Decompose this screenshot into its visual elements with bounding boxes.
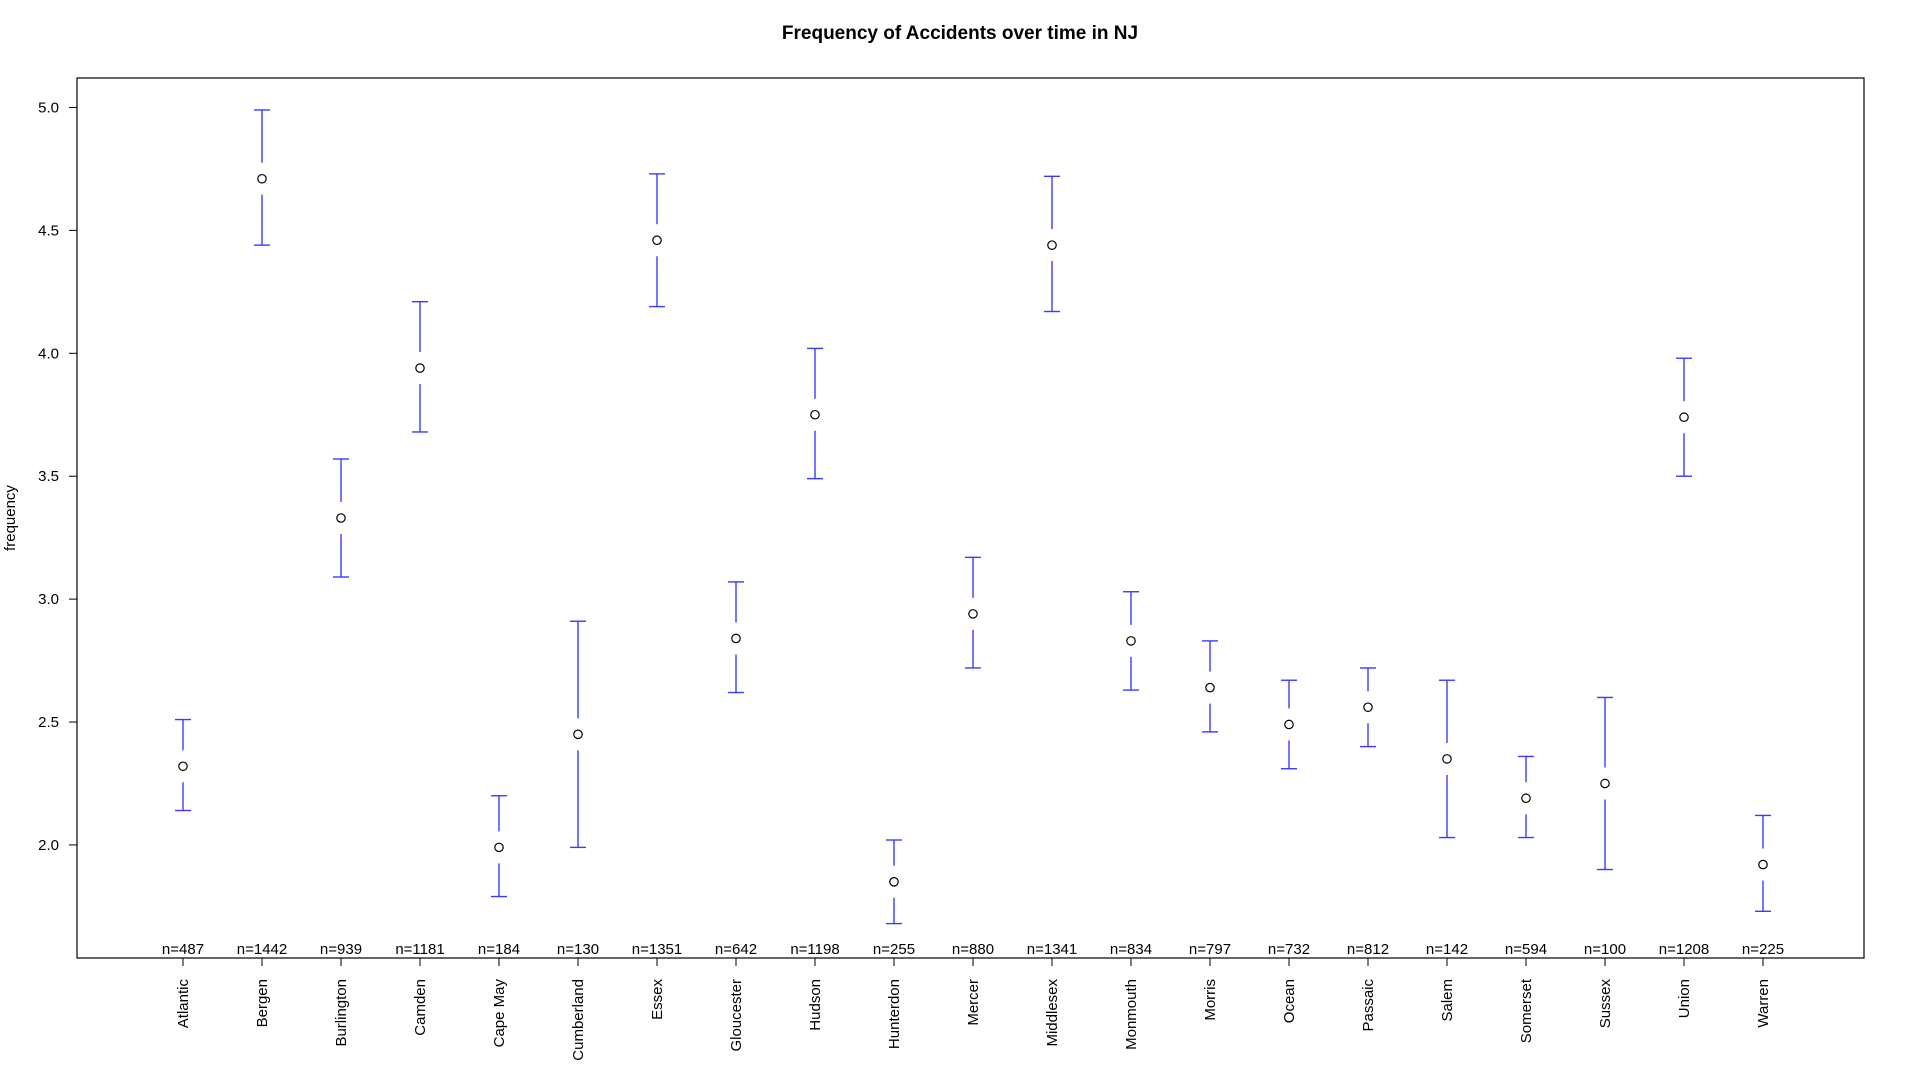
x-tick-label: Union [1676,979,1693,1018]
mean-point [257,173,267,184]
mean-point [1521,793,1531,804]
mean-point [889,876,899,887]
x-tick-label: Warren [1755,979,1772,1028]
x-tick-label: Mercer [965,979,982,1026]
y-axis: 5.0 4.5 4.0 3.5 3.0 2.5 2.0 [38,99,77,854]
y-tick-label: 5.0 [38,99,59,116]
x-tick-label: Hunterdon [886,979,903,1049]
x-tick-label: Monmouth [1123,979,1140,1050]
y-tick-label: 3.5 [38,468,59,485]
error-bars [175,109,1771,925]
y-tick-label: 4.5 [38,222,59,239]
x-tick-label: Passaic [1360,979,1377,1032]
sample-size-label: n=225 [1742,941,1784,958]
sample-size-label: n=100 [1584,941,1626,958]
mean-point [1284,719,1294,730]
x-tick-label: Ocean [1281,979,1298,1023]
sample-size-label: n=130 [557,941,599,958]
mean-point [1679,412,1689,423]
y-tick-label: 2.0 [38,837,59,854]
y-tick-label: 4.0 [38,345,59,362]
sample-size-label: n=255 [873,941,915,958]
x-tick-label: Camden [412,979,429,1036]
mean-point [178,761,188,772]
mean-point [1758,859,1768,870]
sample-size-labels: n=487 n=1442 n=939 n=1181 n=184 n=130 n=1351 n=… [162,941,1784,958]
sample-size-label: n=1181 [395,941,444,958]
mean-point [494,842,504,853]
chart-title: Frequency of Accidents over time in NJ [782,23,1138,44]
x-tick-label: Burlington [333,979,350,1047]
x-tick-label: Somerset [1518,978,1535,1043]
sample-size-label: n=594 [1505,941,1547,958]
x-tick-label: Cumberland [570,979,587,1061]
mean-point [415,363,425,373]
sample-size-label: n=1442 [237,941,287,958]
y-tick-label: 2.5 [38,714,59,731]
x-axis: Atlantic Bergen Burlington Camden Cape May Cu… [175,957,1772,1061]
sample-size-label: n=1198 [790,941,839,958]
sample-size-label: n=487 [162,941,204,958]
mean-point [968,609,978,619]
mean-point [810,409,820,420]
sample-size-label: n=834 [1110,941,1152,958]
mean-point [731,633,741,644]
x-tick-label: Sussex [1597,979,1614,1029]
x-tick-label: Morris [1202,979,1219,1021]
y-tick-label: 3.0 [38,591,59,608]
mean-point [1047,240,1057,250]
y-axis-label: frequency [2,485,19,551]
mean-point [573,729,583,740]
x-tick-label: Atlantic [175,979,192,1029]
x-tick-label: Salem [1439,979,1456,1022]
sample-size-label: n=1341 [1027,941,1077,958]
sample-size-label: n=1351 [632,941,682,958]
x-tick-label: Gloucester [728,979,745,1052]
sample-size-label: n=797 [1189,941,1231,958]
sample-size-label: n=642 [715,941,757,958]
x-tick-label: Essex [649,979,666,1020]
mean-point [336,513,346,523]
sample-size-label: n=880 [952,941,994,958]
sample-size-label: n=184 [478,941,520,958]
sample-size-label: n=939 [320,941,362,958]
x-tick-label: Cape May [491,979,508,1048]
mean-point [1126,636,1136,646]
mean-point [1442,754,1452,764]
mean-point [1363,702,1373,713]
mean-point [652,235,662,246]
mean-point [1205,682,1215,693]
mean-point [1600,778,1610,789]
x-tick-label: Middlesex [1044,979,1061,1047]
x-tick-label: Bergen [254,979,271,1027]
sample-size-label: n=812 [1347,941,1389,958]
sample-size-label: n=1208 [1659,941,1709,958]
x-tick-label: Hudson [807,979,824,1031]
mean-points [178,173,1768,887]
sample-size-label: n=732 [1268,941,1310,958]
sample-size-label: n=142 [1426,941,1468,958]
